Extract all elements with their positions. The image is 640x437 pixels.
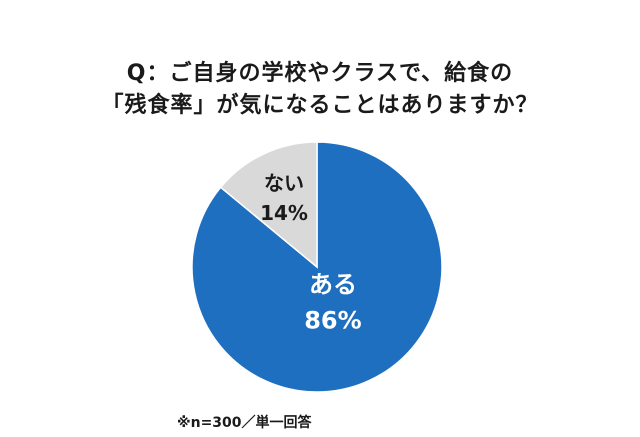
slice-label-2: ない	[264, 171, 304, 195]
slice-value-1: 86%	[304, 307, 361, 335]
slice-value-2: 14%	[260, 201, 308, 225]
slice-label-1: ある	[309, 271, 357, 299]
chart-title-line1: Q：ご自身の学校やクラスで、給食の	[126, 61, 514, 86]
chart-title-line2: 「残食率」が気になることはありますか？	[101, 93, 539, 118]
pie-slice-2	[219, 141, 318, 269]
sample-note: ※n=300／単一回答	[177, 415, 312, 431]
